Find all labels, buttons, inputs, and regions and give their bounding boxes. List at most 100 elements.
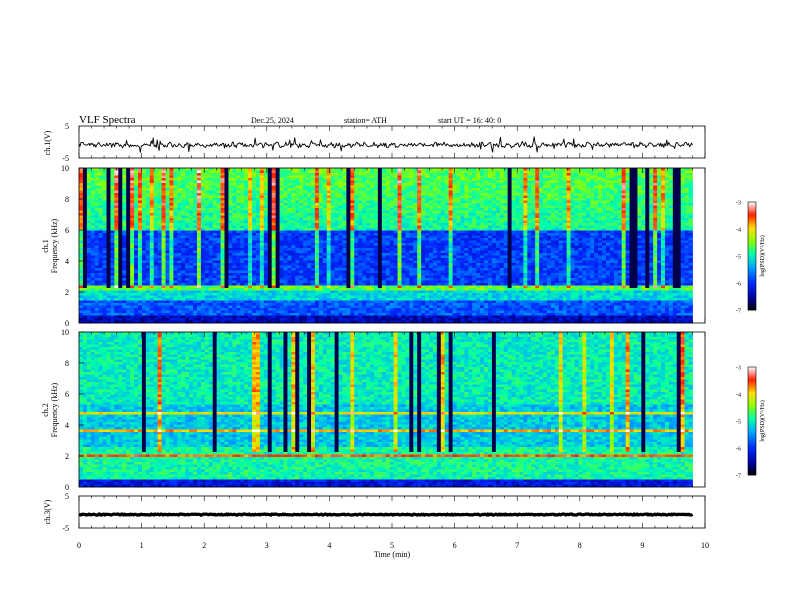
- spectrogram-cell: [535, 235, 540, 239]
- spectrogram-cell: [385, 185, 391, 189]
- spectrogram-cell: [440, 183, 446, 186]
- spectrogram-cell: [625, 233, 630, 236]
- spectrogram-cell: [373, 213, 379, 216]
- spectrogram-cell: [311, 198, 316, 201]
- spectrogram-cell: [287, 190, 292, 194]
- spectrogram-cell: [145, 175, 151, 179]
- spectrogram-cell: [440, 168, 446, 171]
- spectrogram-cell: [279, 198, 284, 201]
- spectrogram-cell: [625, 190, 630, 194]
- spectrogram-cell: [546, 200, 552, 204]
- spectrogram-cell: [212, 188, 218, 191]
- spectrogram-cell: [161, 198, 166, 201]
- spectrogram-cell: [307, 215, 312, 219]
- spectrogram-cell: [385, 233, 391, 236]
- spectrogram-cell: [157, 243, 162, 246]
- spectrogram-cell: [204, 213, 210, 216]
- spectrogram-cell: [279, 185, 284, 189]
- spectrogram-cell: [82, 210, 88, 214]
- spectrogram-cell: [397, 168, 402, 171]
- spectrogram-cell: [637, 233, 642, 236]
- spectrogram-cell: [558, 225, 564, 229]
- spectrogram-cell: [216, 228, 221, 231]
- spectrogram-cell: [625, 193, 630, 196]
- spectrogram-cell: [244, 238, 249, 241]
- spectrogram-cell: [295, 225, 300, 229]
- spectrogram-cell: [566, 180, 571, 184]
- spectrogram-cell: [554, 220, 560, 224]
- spectrogram-cell: [421, 190, 426, 194]
- spectrogram-cell: [216, 195, 221, 199]
- spectrogram-cell: [515, 193, 520, 196]
- spectrogram-cell: [558, 190, 564, 194]
- spectrogram-cell: [342, 190, 347, 194]
- spectrogram-cell: [476, 188, 481, 191]
- spectrogram-cell: [429, 223, 434, 226]
- spectrogram-cell: [366, 195, 371, 199]
- spectrogram-cell: [134, 203, 139, 206]
- spectrogram-cell: [370, 193, 375, 196]
- spectrogram-cell: [200, 228, 206, 231]
- spectrogram-cell: [586, 243, 591, 246]
- spectrogram-cell: [432, 183, 438, 186]
- spectrogram-cell: [535, 200, 540, 204]
- spectrogram-cell: [200, 215, 206, 219]
- spectrogram-cell: [602, 198, 607, 201]
- spectrogram-cell: [122, 243, 127, 246]
- spectrogram-cell: [464, 235, 469, 239]
- spectrogram-cell: [299, 175, 304, 179]
- spectrogram-cell: [539, 210, 544, 214]
- spectrogram-cell: [598, 170, 603, 174]
- spectrogram-cell: [495, 173, 501, 176]
- spectrogram-cell: [617, 170, 623, 174]
- spectrogram-cell: [342, 195, 347, 199]
- spectrogram-cell: [397, 233, 402, 236]
- spectrogram-cell: [366, 213, 371, 216]
- spectrogram-cell: [291, 213, 296, 216]
- spectrogram-cell: [244, 235, 249, 239]
- spectrogram-cell: [460, 218, 465, 221]
- spectrogram-cell: [409, 190, 414, 194]
- spectrogram-cell: [515, 233, 520, 236]
- spectrogram-cell: [149, 175, 155, 179]
- spectrogram-cell: [594, 173, 599, 176]
- spectrogram-cell: [149, 208, 155, 211]
- spectrogram-cell: [594, 215, 599, 219]
- spectrogram-cell: [342, 220, 347, 224]
- spectrogram-cell: [145, 230, 151, 234]
- spectrogram-cell: [153, 233, 159, 236]
- spectrogram-cell: [409, 213, 414, 216]
- spectrogram-cell: [543, 200, 548, 204]
- spectrogram-cell: [519, 200, 524, 204]
- spectrogram-cell: [90, 235, 96, 239]
- spectrogram-cell: [252, 180, 257, 184]
- spectrogram-cell: [193, 223, 198, 226]
- spectrogram-cell: [421, 175, 426, 179]
- spectrogram-cell: [228, 195, 233, 199]
- spectrogram-cell: [114, 230, 119, 234]
- spectrogram-cell: [523, 170, 528, 174]
- spectrogram-cell: [366, 210, 371, 214]
- spectrogram-cell: [684, 213, 689, 216]
- spectrogram-cell: [126, 188, 131, 191]
- spectrogram-cell: [621, 213, 627, 216]
- spectrogram-cell: [106, 228, 111, 231]
- spectrogram-cell: [425, 193, 430, 196]
- spectrogram-cell: [141, 240, 147, 244]
- spectrogram-cell: [173, 233, 178, 236]
- spectrogram-cell: [370, 185, 375, 189]
- spectrogram-cell: [177, 230, 182, 234]
- spectrogram-cell: [145, 223, 151, 226]
- spectrogram-cell: [377, 233, 383, 236]
- spectrogram-cell: [672, 208, 678, 211]
- spectrogram-cell: [366, 205, 371, 209]
- spectrogram-cell: [668, 180, 674, 184]
- spectrogram-cell: [204, 220, 210, 224]
- spectrogram-cell: [279, 228, 284, 231]
- spectrogram-cell: [664, 178, 670, 181]
- spectrogram-cell: [314, 183, 320, 186]
- spectrogram-cell: [401, 198, 406, 201]
- spectrogram-cell: [590, 180, 595, 184]
- spectrogram-cell: [173, 193, 178, 196]
- spectrogram-cell: [684, 188, 689, 191]
